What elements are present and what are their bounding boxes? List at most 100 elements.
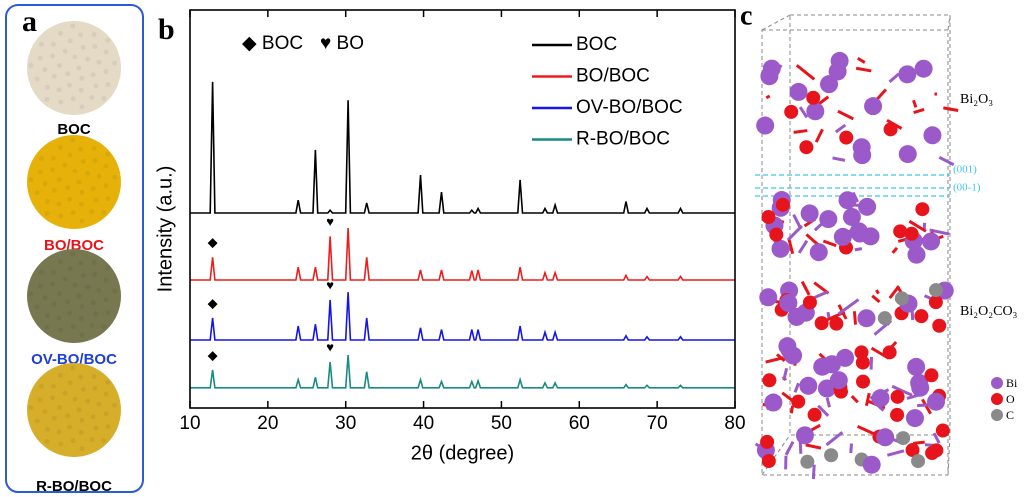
texture xyxy=(80,386,86,392)
bond xyxy=(793,129,808,134)
bond xyxy=(849,443,853,454)
panel-letter: b xyxy=(158,13,175,46)
bond xyxy=(797,239,809,254)
atom xyxy=(806,90,821,105)
atom xyxy=(809,243,828,262)
texture xyxy=(103,297,109,303)
texture xyxy=(85,284,91,290)
atom xyxy=(915,202,930,217)
atom xyxy=(893,224,908,239)
panel-a-frame xyxy=(5,4,144,493)
atom xyxy=(756,116,775,135)
atom xyxy=(762,59,781,78)
texture xyxy=(57,30,63,36)
texture xyxy=(34,304,40,310)
x-tick-label: 30 xyxy=(335,413,356,434)
bond xyxy=(765,356,784,364)
texture xyxy=(70,137,76,143)
texture xyxy=(42,295,48,301)
bond xyxy=(886,449,905,457)
atom xyxy=(842,207,861,226)
texture xyxy=(51,73,57,79)
x-tick-label: 10 xyxy=(179,413,200,434)
bond xyxy=(765,94,771,100)
bond xyxy=(787,239,795,255)
atom xyxy=(928,295,943,310)
atom xyxy=(861,227,880,246)
texture xyxy=(65,413,71,419)
bond xyxy=(800,280,811,296)
peak-marker: ◆ xyxy=(208,347,218,362)
texture xyxy=(79,75,85,81)
texture xyxy=(85,56,91,62)
unit-cell xyxy=(761,29,949,476)
texture xyxy=(34,418,40,424)
texture xyxy=(42,67,48,73)
texture xyxy=(90,186,96,192)
atom xyxy=(784,104,799,119)
texture xyxy=(57,144,63,150)
texture xyxy=(44,426,50,432)
atom xyxy=(833,227,852,246)
sample-label: BOC xyxy=(57,121,91,138)
atom xyxy=(898,65,917,84)
atom xyxy=(910,373,929,392)
texture xyxy=(66,196,72,202)
atom xyxy=(858,197,877,216)
bond xyxy=(805,443,822,450)
texture xyxy=(103,183,109,189)
texture xyxy=(67,380,73,386)
bond xyxy=(855,66,872,73)
atom xyxy=(853,146,872,165)
texture xyxy=(62,276,68,282)
atom xyxy=(799,140,814,155)
texture xyxy=(44,438,50,444)
texture xyxy=(90,300,96,306)
atom-legend-label: C xyxy=(1006,408,1014,422)
texture xyxy=(28,63,34,69)
atom xyxy=(800,204,819,223)
texture xyxy=(78,32,84,38)
legend-label: OV-BO/BOC xyxy=(576,97,683,118)
texture xyxy=(50,167,56,173)
bond xyxy=(822,239,837,248)
bond xyxy=(912,99,918,108)
bond xyxy=(834,123,847,134)
bond xyxy=(798,106,809,119)
sample-photo xyxy=(27,21,121,115)
texture xyxy=(66,424,72,430)
texture xyxy=(51,415,57,421)
atom xyxy=(807,407,822,422)
texture xyxy=(90,414,96,420)
texture xyxy=(67,152,73,158)
atom xyxy=(775,197,790,212)
atom xyxy=(789,82,808,101)
atom xyxy=(904,226,919,241)
atom xyxy=(929,443,944,458)
atom xyxy=(927,392,946,411)
atom xyxy=(799,376,818,395)
texture xyxy=(50,53,56,59)
atom xyxy=(932,318,947,333)
atom xyxy=(819,210,838,229)
atom xyxy=(820,75,839,94)
structure-label: Bi₂O₃ xyxy=(960,92,993,107)
texture xyxy=(103,391,109,397)
texture xyxy=(66,310,72,316)
texture xyxy=(76,407,82,413)
texture xyxy=(65,185,71,191)
x-tick-label: 40 xyxy=(413,413,434,434)
atom xyxy=(764,393,783,412)
texture xyxy=(105,424,111,430)
texture xyxy=(72,54,78,60)
texture xyxy=(72,396,78,402)
atom xyxy=(914,59,933,78)
texture xyxy=(50,269,56,275)
texture xyxy=(92,272,98,278)
peak-marker: ◆ xyxy=(208,295,218,310)
panel-letter: a xyxy=(22,5,37,38)
unit-cell-edge xyxy=(761,434,791,476)
texture xyxy=(34,190,40,196)
texture xyxy=(89,436,95,442)
bond xyxy=(814,128,824,143)
